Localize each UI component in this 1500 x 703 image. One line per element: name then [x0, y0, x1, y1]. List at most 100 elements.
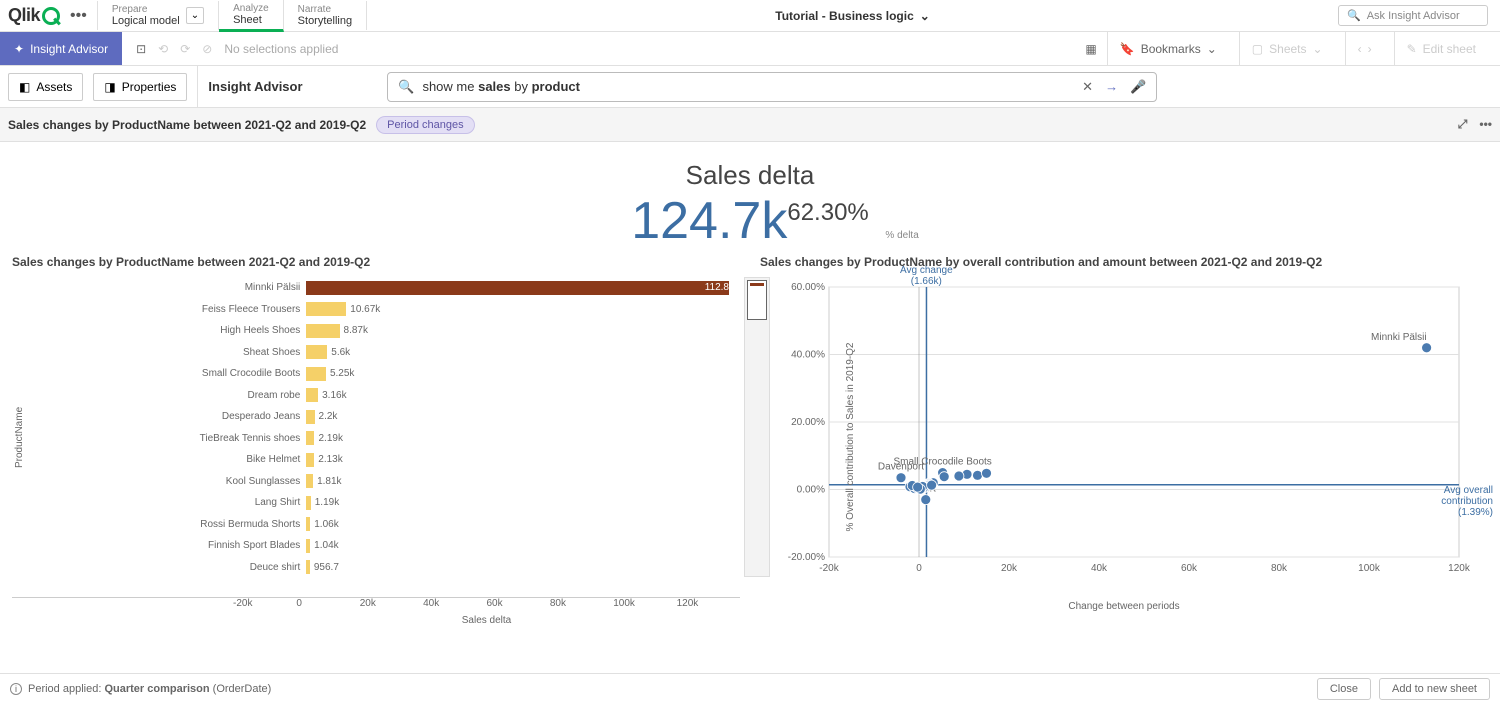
selections-tool-icon[interactable]: ▦: [1085, 42, 1096, 56]
insight-advisor-button[interactable]: ✦ Insight Advisor: [0, 32, 122, 65]
bar-row[interactable]: Bike Helmet2.13k: [91, 449, 740, 471]
svg-text:40.00%: 40.00%: [791, 350, 825, 361]
bar-chart-title: Sales changes by ProductName between 202…: [12, 255, 740, 269]
selection-tools: ⊡ ⟲ ⟳ ⊘ No selections applied: [122, 42, 352, 56]
svg-text:80k: 80k: [1271, 563, 1288, 574]
chevron-down-icon: ⌄: [1207, 42, 1217, 56]
bar-row[interactable]: Minnki Pälsii112.8k: [91, 277, 740, 299]
panel-icon: ◧: [19, 80, 30, 94]
bar-row[interactable]: Kool Sunglasses1.81k: [91, 471, 740, 493]
more-menu[interactable]: •••: [70, 7, 87, 25]
scatter-chart[interactable]: Avg change (1.66k) Avg overall contribut…: [760, 277, 1488, 597]
period-tag[interactable]: Period changes: [376, 116, 474, 134]
bar-row[interactable]: Deuce shirt956.7: [91, 557, 740, 579]
bar-row[interactable]: Finnish Sport Blades1.04k: [91, 535, 740, 557]
bar-row[interactable]: Small Crocodile Boots5.25k: [91, 363, 740, 385]
chevron-down-icon[interactable]: ⌄: [186, 7, 204, 24]
svg-text:0.00%: 0.00%: [797, 485, 825, 496]
bookmark-icon: 🔖: [1120, 42, 1135, 56]
svg-text:0: 0: [916, 563, 922, 574]
mic-icon[interactable]: 🎤: [1130, 79, 1146, 95]
bookmarks-button[interactable]: 🔖 Bookmarks ⌄: [1107, 32, 1229, 66]
sheets-icon: ▢: [1252, 42, 1263, 56]
bar-row[interactable]: Feiss Fleece Trousers10.67k: [91, 299, 740, 321]
close-button[interactable]: Close: [1317, 678, 1371, 700]
tab-narrate[interactable]: Narrate Storytelling: [284, 1, 367, 30]
logo[interactable]: Qlik: [8, 5, 60, 26]
bar-row[interactable]: Sheat Shoes5.6k: [91, 342, 740, 364]
scatter-svg: -20.00%0.00%20.00%40.00%60.00%-20k020k40…: [760, 277, 1488, 597]
q-mid: by: [511, 79, 532, 94]
q-b1: sales: [478, 79, 511, 94]
insight-label: Insight Advisor: [30, 42, 108, 56]
svg-text:-20.00%: -20.00%: [788, 552, 825, 563]
svg-text:60.00%: 60.00%: [791, 282, 825, 293]
bar-row[interactable]: Rossi Bermuda Shorts1.06k: [91, 514, 740, 536]
bookmarks-label: Bookmarks: [1141, 42, 1201, 56]
bar-ylabel: ProductName: [12, 277, 27, 597]
prev-icon[interactable]: ‹: [1358, 42, 1362, 56]
bar-xaxis: -20k020k40k60k80k100k120k: [12, 597, 740, 609]
next-icon[interactable]: ›: [1368, 42, 1372, 56]
insight-advisor-label: Insight Advisor: [197, 66, 312, 107]
smart-search-icon[interactable]: ⊡: [136, 42, 146, 56]
bar-row[interactable]: Desperado Jeans2.2k: [91, 406, 740, 428]
sheets-button[interactable]: ▢ Sheets ⌄: [1239, 32, 1335, 66]
title-actions: ⤢ •••: [1458, 117, 1492, 132]
step-fwd-icon[interactable]: ⟳: [180, 42, 190, 56]
kpi-pct: 62.30%: [787, 199, 868, 226]
edit-sheet-button[interactable]: ✎ Edit sheet: [1394, 32, 1488, 66]
more-icon[interactable]: •••: [1479, 117, 1492, 132]
step-back-icon[interactable]: ⟲: [158, 42, 168, 56]
submit-icon[interactable]: →: [1105, 79, 1118, 94]
bar-row[interactable]: High Heels Shoes8.87k: [91, 320, 740, 342]
search-icon: 🔍: [398, 79, 414, 95]
properties-button[interactable]: ◨ Properties: [93, 73, 187, 101]
search-placeholder: Ask Insight Advisor: [1367, 10, 1460, 22]
panel-icon: ◨: [104, 80, 115, 94]
top-nav: Qlik ••• Prepare Logical model ⌄ Analyze…: [0, 0, 1500, 32]
assets-label: Assets: [36, 80, 72, 94]
logo-text: Qlik: [8, 5, 40, 26]
narrate-label: Narrate: [298, 4, 352, 15]
insight-bar: ◧ Assets ◨ Properties Insight Advisor 🔍 …: [0, 66, 1500, 108]
bar-xlabel: Sales delta: [12, 609, 740, 626]
bar-row[interactable]: Dream robe3.16k: [91, 385, 740, 407]
assets-button[interactable]: ◧ Assets: [8, 73, 83, 101]
search-input[interactable]: 🔍 Ask Insight Advisor: [1338, 5, 1488, 26]
chevron-down-icon: ⌄: [1313, 42, 1323, 56]
kpi-value: 124.7k: [631, 191, 787, 251]
avg-change-text: Avg change: [900, 265, 953, 276]
selection-bar: ✦ Insight Advisor ⊡ ⟲ ⟳ ⊘ No selections …: [0, 32, 1500, 66]
insight-icon: ✦: [14, 42, 24, 56]
scatter-chart-panel: Sales changes by ProductName by overall …: [760, 255, 1488, 626]
clear-icon[interactable]: ⊘: [202, 42, 212, 56]
edit-icon: ✎: [1407, 42, 1417, 56]
info-icon: i: [10, 683, 22, 695]
scatter-xlabel: Change between periods: [760, 597, 1488, 612]
period-field: (OrderDate): [213, 683, 272, 695]
svg-text:Minnki Pälsii: Minnki Pälsii: [1371, 332, 1427, 343]
q-b2: product: [532, 79, 580, 94]
avg-contrib-text: Avg overall contribution: [1433, 485, 1493, 507]
bar-row[interactable]: TieBreak Tennis shoes2.19k: [91, 428, 740, 450]
prepare-value: Logical model: [112, 15, 180, 27]
q-prefix: show me: [422, 79, 478, 94]
bar-chart[interactable]: ProductName Minnki Pälsii112.8kFeiss Fle…: [12, 277, 740, 597]
app-title-text: Tutorial - Business logic: [775, 9, 913, 23]
query-input[interactable]: 🔍 show me sales by product ✕ → 🎤: [387, 72, 1157, 102]
app-title[interactable]: Tutorial - Business logic ⌄: [367, 9, 1338, 23]
period-label: Period applied:: [28, 683, 101, 695]
tab-prepare[interactable]: Prepare Logical model ⌄: [97, 1, 219, 30]
clear-icon[interactable]: ✕: [1082, 79, 1093, 95]
kpi: Sales delta 124.7k62.30% % delta: [0, 142, 1500, 255]
bar-row[interactable]: Lang Shirt1.19k: [91, 492, 740, 514]
query-actions: ✕ → 🎤: [1082, 79, 1146, 95]
tab-analyze[interactable]: Analyze Sheet: [219, 0, 284, 32]
avg-change-val: (1.66k): [900, 276, 953, 287]
collapse-icon[interactable]: ⤢: [1458, 117, 1468, 132]
svg-text:-20k: -20k: [819, 563, 839, 574]
narrate-value: Storytelling: [298, 15, 352, 27]
footer-buttons: Close Add to new sheet: [1317, 678, 1490, 700]
add-to-sheet-button[interactable]: Add to new sheet: [1379, 678, 1490, 700]
